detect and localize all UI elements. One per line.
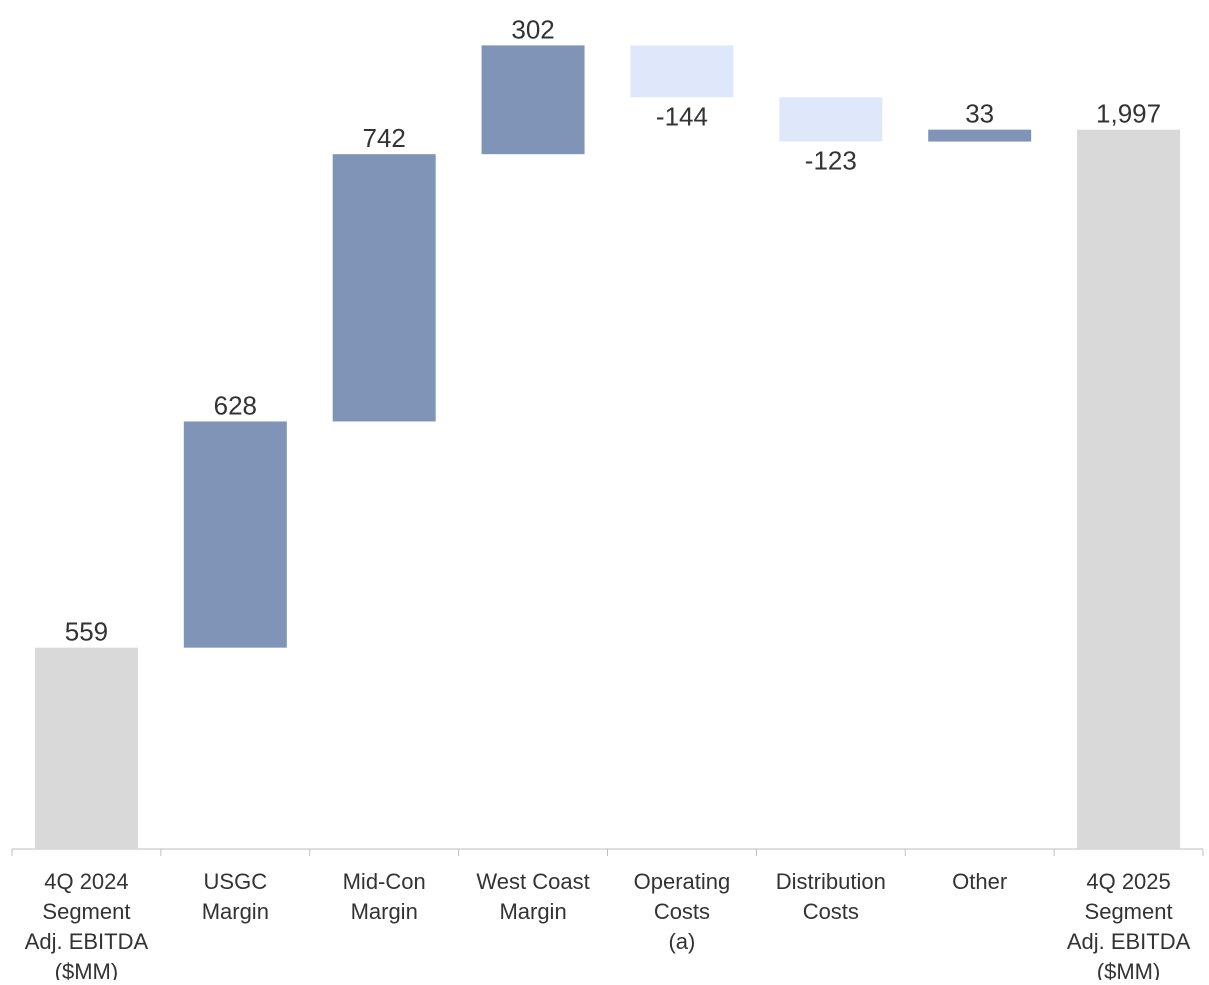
category-label: Distribution Costs bbox=[776, 869, 886, 924]
category-label: 4Q 2024 Segment Adj. EBITDA ($MM) bbox=[25, 869, 149, 980]
data-label: 628 bbox=[214, 390, 257, 420]
data-label: 559 bbox=[65, 617, 108, 647]
data-label: -123 bbox=[805, 146, 857, 176]
category-label: 4Q 2025 Segment Adj. EBITDA ($MM) bbox=[1067, 869, 1191, 980]
bar-6 bbox=[779, 97, 883, 142]
data-label: -144 bbox=[656, 101, 708, 131]
data-label: 742 bbox=[362, 123, 405, 153]
category-label: USGC Margin bbox=[202, 869, 269, 924]
category-label: West Coast Margin bbox=[476, 869, 589, 924]
data-label: 302 bbox=[511, 14, 554, 44]
bar-8 bbox=[1077, 129, 1181, 849]
category-label: Mid-Con Margin bbox=[343, 869, 426, 924]
category-label: Other bbox=[952, 869, 1007, 894]
bar-3 bbox=[332, 154, 436, 422]
data-label: 1,997 bbox=[1096, 99, 1161, 129]
bar-7 bbox=[928, 129, 1032, 142]
bar-4 bbox=[481, 45, 585, 155]
category-label: Operating Costs (a) bbox=[634, 869, 731, 954]
bar-1 bbox=[34, 647, 138, 849]
bar-5 bbox=[630, 45, 734, 98]
bar-2 bbox=[183, 421, 287, 648]
data-label: 33 bbox=[965, 99, 994, 129]
